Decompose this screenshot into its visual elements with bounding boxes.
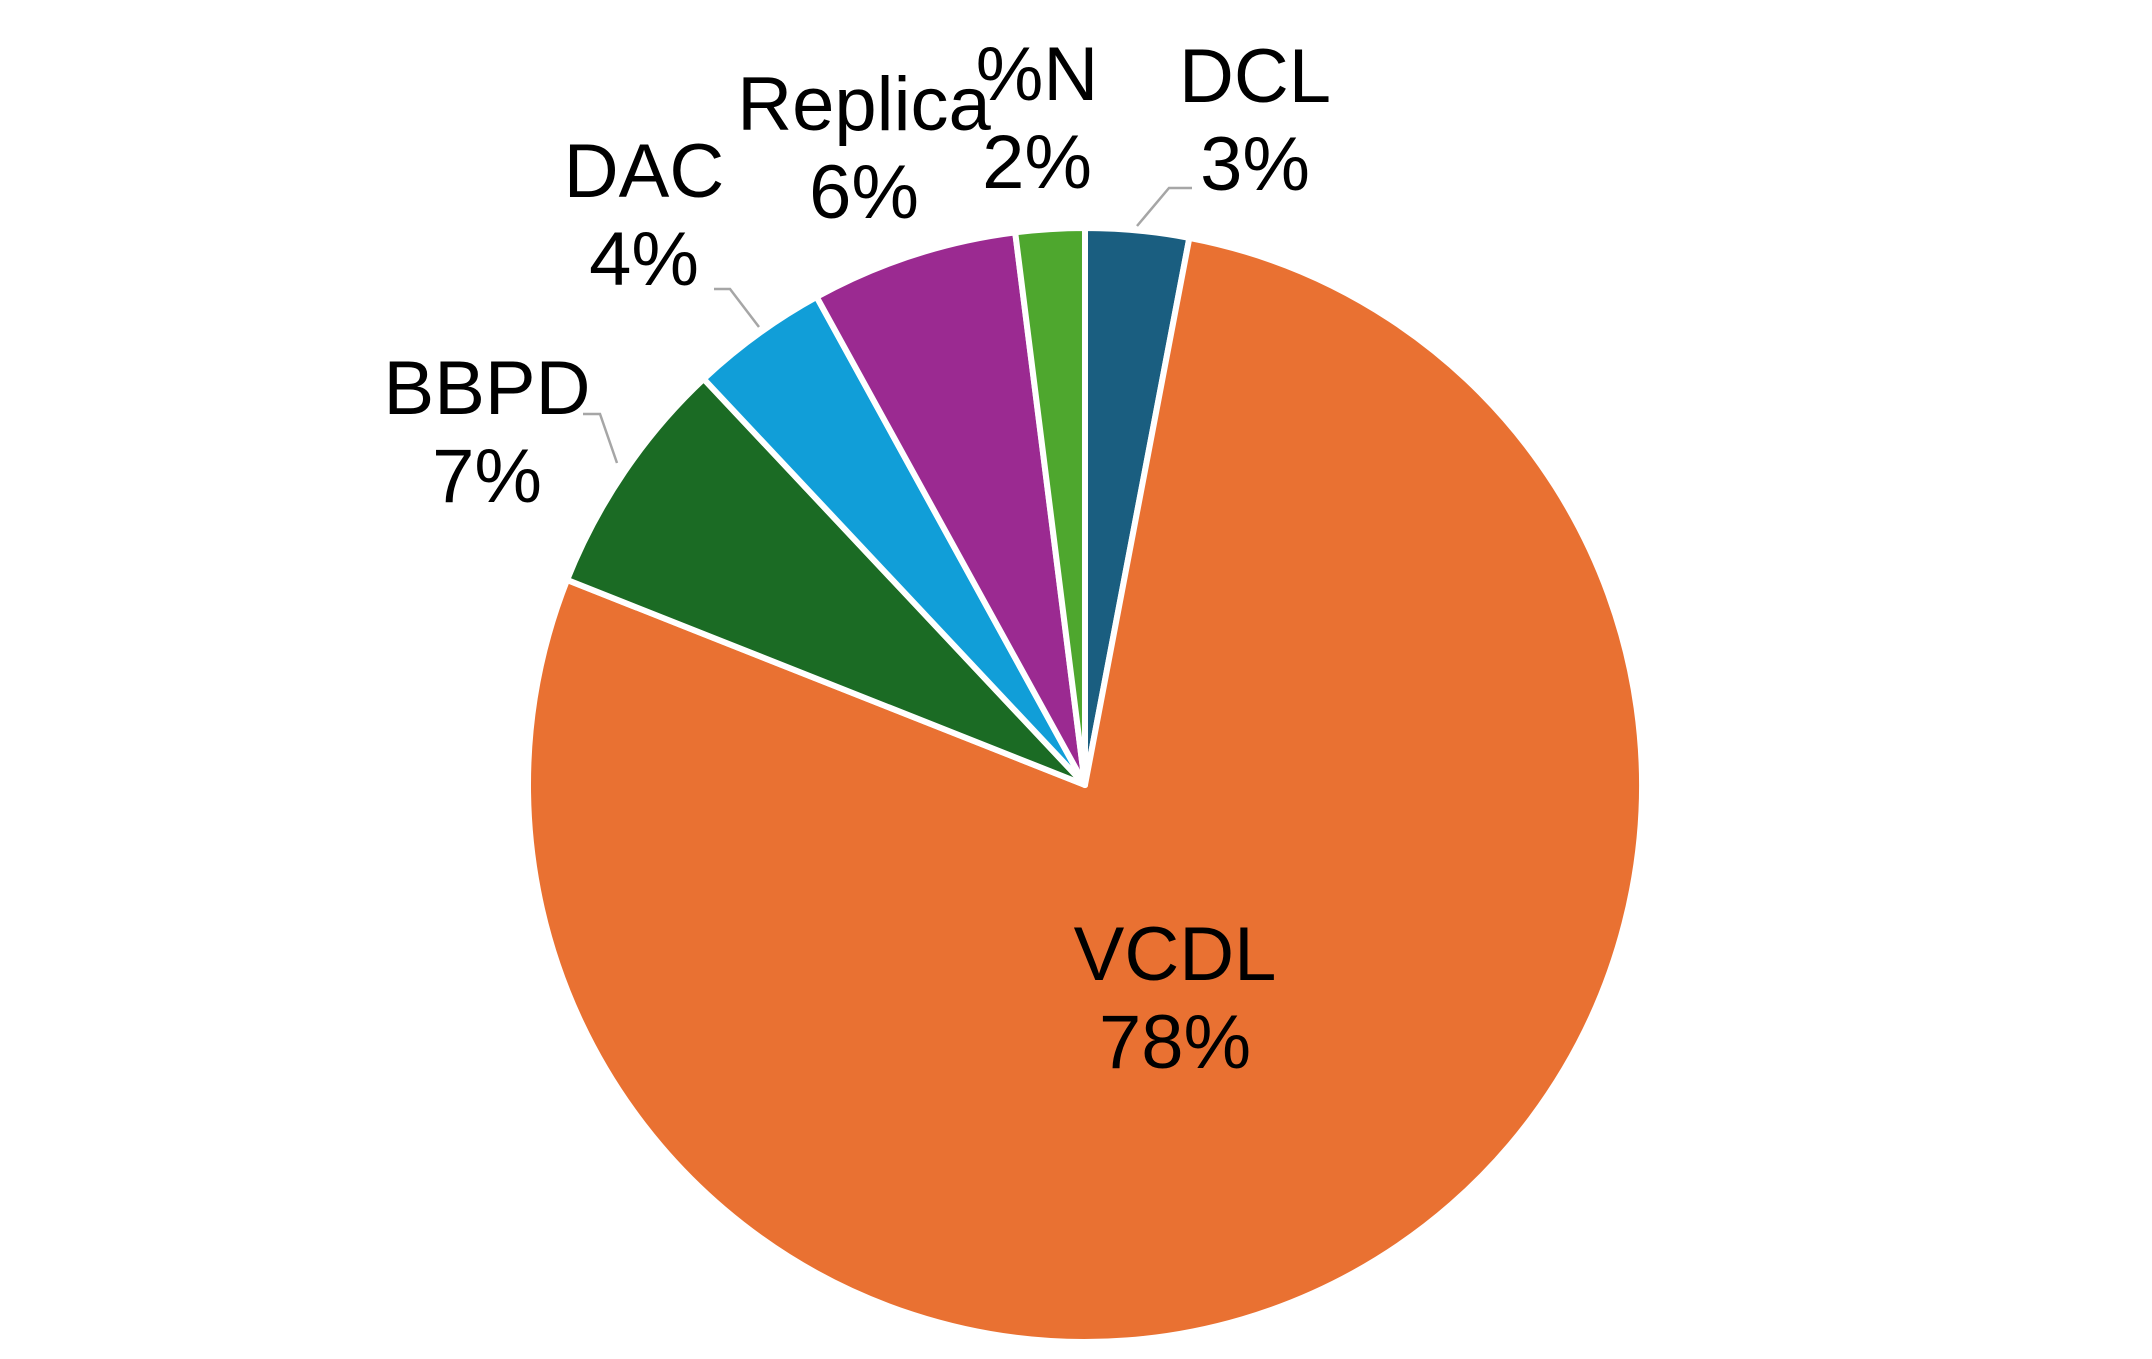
slice-name-dcl: DCL: [1179, 34, 1331, 119]
slice-value-bbpd: 7%: [432, 434, 542, 519]
pie-slice-vcdl: [525, 234, 1645, 1345]
leader-lines: [583, 186, 1192, 464]
slice-name-dac: DAC: [564, 129, 724, 214]
slice-value-replica: 6%: [809, 150, 919, 235]
slice-name-replica: Replica: [737, 62, 991, 147]
leader-line-dcl: [1136, 186, 1192, 227]
leader-line-bbpd: [583, 412, 619, 464]
slice-value-vcdl: 78%: [1099, 1000, 1251, 1085]
leader-line-dac: [714, 287, 760, 328]
slice-value-dac: 4%: [589, 217, 699, 302]
pie-slices: [525, 225, 1645, 1345]
pie-slice-n: [1012, 225, 1088, 788]
pie-slice-bbpd: [564, 375, 1088, 788]
slice-value-dcl: 3%: [1200, 122, 1310, 207]
slice-name-bbpd: BBPD: [384, 346, 591, 431]
slice-value-n: 2%: [982, 120, 1092, 205]
slice-name-n: %N: [976, 32, 1098, 117]
slice-name-vcdl: VCDL: [1074, 912, 1277, 997]
pie-slice-replica: [813, 229, 1088, 788]
